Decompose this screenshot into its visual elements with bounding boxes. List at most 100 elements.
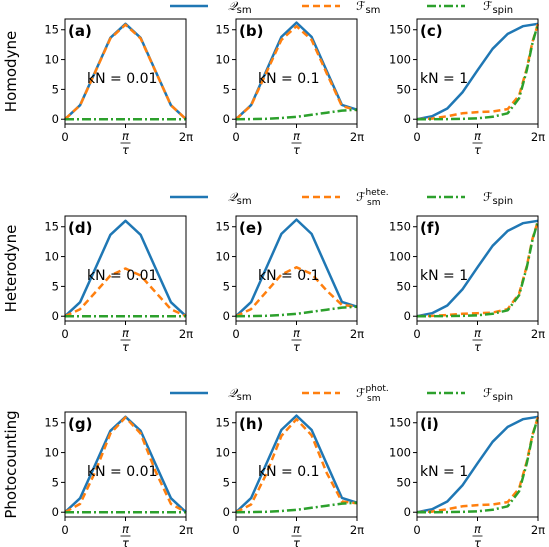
x-tick-label: 2π: [179, 523, 193, 537]
panel-d: 0 5 10 15 0 πτ 2π (d) kN = 0.01: [44, 215, 193, 354]
x-tick-label: τ: [474, 143, 481, 157]
legend-label: ℱspin: [483, 386, 513, 403]
x-tick-label: τ: [293, 536, 300, 547]
x-tick-label: π: [474, 326, 482, 340]
x-tick-label: π: [122, 522, 130, 536]
x-tick-label: 2π: [350, 523, 364, 537]
x-tick-label: τ: [293, 340, 300, 354]
legend: 𝒬sm ℱsm ℱspin: [170, 0, 513, 16]
panel-label: (e): [239, 219, 263, 237]
param-label: kN = 1: [420, 71, 468, 87]
x-tick-label: 0: [61, 130, 68, 144]
panel-i: 0 50 100 150 0 πτ 2π (i) kN = 1: [389, 411, 545, 547]
y-tick-label: 100: [389, 446, 411, 460]
series-spin: [235, 108, 358, 121]
panel-label: (c): [420, 22, 443, 40]
panel-h: 0 5 10 15 0 πτ 2π (h) kN = 0.1: [215, 411, 364, 547]
series-Q: [416, 22, 539, 121]
y-tick-label: 50: [396, 475, 411, 489]
panel-c: 0 50 100 150 0 πτ 2π (c) kN = 1: [389, 18, 545, 157]
y-tick-label: 10: [44, 446, 59, 460]
y-tick-label: 5: [52, 279, 59, 293]
x-tick-label: 2π: [179, 327, 193, 341]
param-label: kN = 0.01: [87, 464, 157, 480]
series-F: [64, 416, 187, 514]
y-tick-label: 10: [44, 53, 59, 67]
x-tick-label: 0: [413, 327, 420, 341]
panel-a: 0 5 10 15 0 πτ 2π (a) kN = 0.01: [44, 18, 193, 157]
series-Q: [235, 218, 358, 318]
panel-label: (h): [239, 415, 263, 433]
y-tick-label: 5: [223, 82, 230, 96]
y-tick-label: 10: [44, 250, 59, 264]
y-tick-label: 15: [44, 23, 59, 37]
series-F: [235, 24, 358, 121]
y-tick-label: 0: [404, 309, 411, 323]
panel-g: 0 5 10 15 0 πτ 2π (g) kN = 0.01: [44, 411, 193, 547]
y-tick-label: 0: [52, 112, 59, 126]
y-tick-label: 0: [223, 505, 230, 519]
x-tick-label: 0: [413, 130, 420, 144]
param-label: kN = 1: [420, 464, 468, 480]
x-tick-label: τ: [122, 340, 129, 354]
x-tick-label: 0: [61, 523, 68, 537]
series-F: [64, 267, 187, 318]
panel-label: (d): [68, 219, 92, 237]
legend-label: ℱhete. sm: [356, 188, 389, 208]
x-tick-label: τ: [474, 340, 481, 354]
y-tick-label: 15: [215, 23, 230, 37]
x-tick-label: 2π: [179, 130, 193, 144]
y-tick-label: 15: [215, 220, 230, 234]
param-label: kN = 0.1: [258, 71, 319, 87]
y-tick-label: 10: [215, 446, 230, 460]
panel-label: (a): [68, 22, 92, 40]
series-spin: [235, 305, 358, 318]
y-tick-label: 0: [223, 112, 230, 126]
legend: 𝒬sm ℱhete. sm ℱspin: [170, 188, 513, 208]
y-tick-label: 5: [52, 475, 59, 489]
y-tick-label: 0: [404, 112, 411, 126]
y-tick-label: 10: [215, 53, 230, 67]
y-tick-label: 0: [52, 505, 59, 519]
y-tick-label: 0: [404, 505, 411, 519]
param-label: kN = 0.01: [87, 71, 157, 87]
panel-f: 0 50 100 150 0 πτ 2π (f) kN = 1: [389, 215, 545, 354]
y-tick-label: 15: [44, 416, 59, 430]
panel-label: (b): [239, 22, 263, 40]
y-tick-label: 150: [389, 23, 411, 37]
y-tick-label: 15: [215, 416, 230, 430]
x-tick-label: 0: [232, 523, 239, 537]
y-tick-label: 150: [389, 220, 411, 234]
legend: 𝒬sm ℱphot. sm ℱspin: [170, 384, 513, 404]
legend-label: 𝒬sm: [228, 190, 252, 207]
y-tick-label: 5: [52, 82, 59, 96]
x-tick-label: τ: [122, 143, 129, 157]
series-F: [235, 417, 358, 514]
series-F: [64, 23, 187, 121]
series-Q: [416, 219, 539, 318]
legend-label: 𝒬sm: [228, 386, 252, 403]
legend-label: ℱphot. sm: [356, 384, 389, 404]
panel-e: 0 5 10 15 0 πτ 2π (e) kN = 0.1: [215, 215, 364, 354]
y-tick-label: 5: [223, 279, 230, 293]
x-tick-label: π: [293, 129, 301, 143]
param-label: kN = 1: [420, 268, 468, 284]
x-tick-label: 0: [413, 523, 420, 537]
y-tick-label: 0: [52, 309, 59, 323]
panel-label: (i): [420, 415, 439, 433]
row-label: Heterodyne: [2, 225, 20, 313]
param-label: kN = 0.01: [87, 268, 157, 284]
x-tick-label: π: [122, 129, 130, 143]
y-tick-label: 50: [396, 82, 411, 96]
panel-label: (f): [420, 219, 440, 237]
series-spin: [235, 501, 358, 514]
legend-label: ℱsm: [356, 0, 380, 16]
x-tick-label: τ: [122, 536, 129, 547]
series-F: [235, 266, 358, 318]
x-tick-label: π: [122, 326, 130, 340]
series-spin: [417, 416, 540, 514]
y-tick-label: 100: [389, 250, 411, 264]
x-tick-label: 0: [232, 130, 239, 144]
panel-label: (g): [68, 415, 92, 433]
